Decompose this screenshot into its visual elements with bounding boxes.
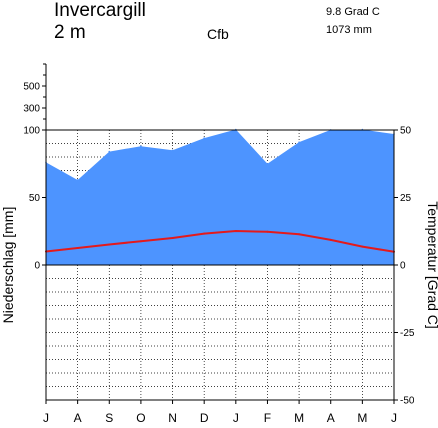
temperature-point [203,232,206,235]
right-tick-label: 25 [400,193,412,204]
precipitation-point [140,145,142,147]
annual-temperature: 9.8 Grad C [326,6,380,18]
axes [45,64,395,401]
annual-precipitation: 1073 mm [326,24,372,36]
month-label: D [200,411,209,425]
month-label: A [74,411,82,425]
temperature-point [266,230,269,233]
chart-subtitle: 2 m [54,22,86,43]
precipitation-area [46,129,394,265]
month-label: M [294,411,304,425]
right-tick-label: -50 [400,396,415,407]
month-label: J [233,411,239,425]
left-tick-label: 300 [23,104,40,115]
month-label: F [264,411,271,425]
climate-class: Cfb [207,26,229,42]
tick-labels: 0 50 100 300 500 -50 -25 0 25 50 J A S O N D J F M A M J [23,63,415,425]
temperature-line [45,229,395,253]
month-label: S [105,411,113,425]
precipitation-point [298,141,300,143]
left-tick-label: 500 [23,82,40,93]
month-label: N [168,411,177,425]
month-label: J [43,411,49,425]
right-axis-label: Temperatur [Grad C] [425,201,438,329]
left-tick-label: 100 [23,126,40,137]
month-label: A [327,411,335,425]
month-label: J [391,411,397,425]
precipitation-point [171,149,174,152]
temperature-point [76,246,79,249]
temperature-point [108,243,111,246]
left-axis-label: Niederschlag [mm] [0,207,16,324]
right-tick-label: 0 [400,261,406,272]
right-tick-label: 50 [400,126,412,137]
temperature-point [329,238,332,241]
precipitation-point [266,162,269,165]
month-label: M [357,411,367,425]
precipitation-point [76,179,79,181]
chart-title: Invercargill [54,0,146,21]
right-tick-label: -25 [400,328,415,339]
left-tick-label: 0 [34,261,40,272]
temperature-point [361,245,364,248]
month-label: O [136,411,145,425]
precipitation-series [45,128,395,265]
temperature-point [298,233,301,236]
temperature-point [171,237,174,239]
precipitation-point [108,150,111,153]
left-tick-label: 50 [29,193,41,204]
precipitation-point [203,137,205,139]
temperature-point [234,229,237,232]
temperature-point [139,240,142,243]
